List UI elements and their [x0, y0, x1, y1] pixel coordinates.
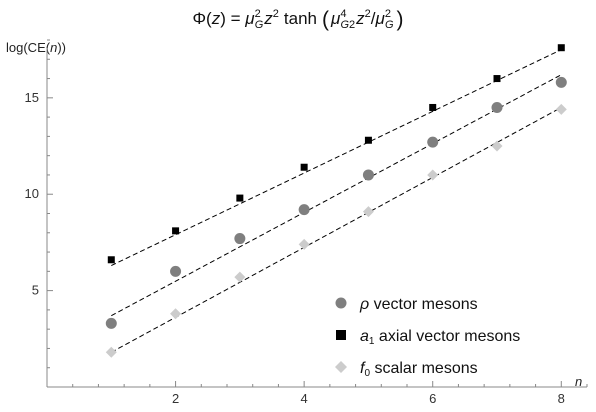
title-paren-open: (: [322, 8, 329, 31]
fit-line-series-1: [111, 49, 562, 267]
title-sup-4: 2: [365, 8, 371, 20]
data-point-series-1: [557, 44, 565, 52]
title-sup-2: 2: [273, 8, 279, 20]
x-tick-label: 4: [301, 391, 308, 406]
data-point-series-0: [234, 233, 246, 245]
legend-marker-rho: [335, 297, 347, 309]
title-sup-1: 2: [255, 8, 261, 20]
data-point-series-0: [427, 136, 439, 148]
title-mu-3: μ: [375, 9, 386, 28]
y-tick-label: 15: [25, 90, 39, 105]
data-points: [105, 44, 567, 358]
x-tick-label: 8: [558, 391, 565, 406]
x-tick-label: 2: [172, 391, 179, 406]
data-point-series-2: [170, 308, 182, 320]
legend-item-f0: f0 scalar mesons: [335, 360, 478, 379]
fit-line-series-0: [111, 74, 562, 317]
x-axis-label: n: [575, 374, 582, 389]
data-point-series-1: [300, 163, 308, 171]
data-point-series-2: [555, 103, 567, 115]
data-point-series-0: [555, 76, 567, 88]
title-tanh: tanh: [284, 9, 317, 28]
data-point-series-0: [298, 204, 310, 216]
title-z-2: z: [263, 9, 273, 28]
data-point-series-2: [234, 271, 246, 283]
data-point-series-2: [105, 346, 117, 358]
data-point-series-1: [172, 227, 180, 235]
fit-lines: [111, 49, 562, 353]
data-point-series-2: [362, 206, 374, 218]
title-z: z: [211, 9, 221, 28]
title-eq: ) =: [220, 9, 245, 28]
title-mu-1: μ: [244, 9, 255, 28]
data-point-series-2: [298, 238, 310, 250]
title-phi: Φ(: [192, 9, 212, 28]
data-point-series-0: [491, 101, 503, 113]
axes: 2 4 6 8 5 10 15: [25, 39, 588, 406]
data-point-series-1: [364, 136, 372, 144]
title-sub-3: G: [385, 19, 394, 31]
title-paren-close: ): [397, 8, 404, 31]
data-point-series-0: [362, 169, 374, 181]
title-sub-2: G: [340, 19, 349, 31]
legend-marker-f0: [335, 361, 347, 373]
data-point-series-1: [493, 75, 501, 83]
data-point-series-1: [429, 103, 437, 111]
title-mu-2: μ: [330, 9, 341, 28]
data-point-series-1: [107, 256, 115, 264]
data-point-series-0: [105, 317, 117, 329]
title-sub-2b: 2: [349, 19, 355, 31]
legend-item-a1: a1 axial vector mesons: [336, 328, 520, 347]
legend-label-f0: f0 scalar mesons: [360, 360, 478, 379]
legend: ρ vector mesons a1 axial vector mesons f…: [335, 296, 520, 379]
legend-item-rho: ρ vector mesons: [335, 296, 478, 313]
y-axis-label: log(CE(n)): [6, 40, 66, 55]
data-point-series-1: [236, 194, 244, 202]
title-sup-3: 4: [340, 8, 346, 20]
fit-line-series-2: [111, 107, 562, 353]
y-tick-label: 5: [32, 283, 39, 298]
title-slash: /: [371, 9, 376, 28]
chart-title: Φ(z) = μ2 Gz2 tanh(μ4 G2z2/μ2 G): [192, 8, 403, 31]
x-tick-label: 6: [429, 391, 436, 406]
data-point-series-0: [170, 265, 182, 277]
data-point-series-2: [427, 169, 439, 181]
y-tick-label: 10: [25, 186, 39, 201]
title-sub-1: G: [255, 19, 264, 31]
legend-label-a1: a1 axial vector mesons: [360, 328, 520, 347]
data-point-series-2: [491, 140, 503, 152]
legend-label-rho: ρ vector mesons: [359, 296, 478, 313]
legend-marker-a1: [336, 330, 346, 340]
title-sup-5: 2: [385, 8, 391, 20]
title-z-3: z: [355, 9, 365, 28]
